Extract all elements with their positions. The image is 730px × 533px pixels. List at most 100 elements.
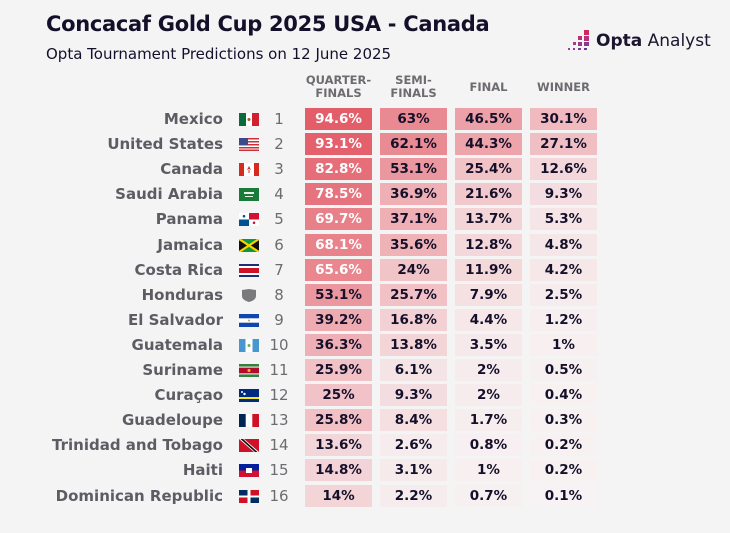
costa-rica-flag-icon — [239, 263, 259, 277]
opta-logo-icon — [568, 30, 589, 50]
team-rank: 10 — [269, 335, 289, 354]
suriname-flag-icon — [239, 364, 259, 377]
team-rank: 4 — [274, 185, 284, 204]
cell-final: 0.8% — [455, 434, 522, 457]
cell-quarter-finals: 39.2% — [305, 308, 372, 331]
cell-final: 12.8% — [455, 233, 522, 256]
guadeloupe-flag-icon — [239, 414, 259, 428]
column-header-line: FINALS — [315, 86, 362, 100]
cell-winner: 1.2% — [530, 308, 597, 331]
team-rank: 11 — [269, 361, 289, 379]
table-row: Dominican Republic 16 14% 2.2% 0.7% 0.1% — [0, 484, 730, 507]
column-header-line: SEMI- — [395, 73, 432, 87]
curacao-flag-icon — [239, 389, 259, 403]
team-name: Canada — [160, 160, 223, 179]
cell-winner: 0.1% — [530, 484, 597, 507]
cell-semi-finals: 6.1% — [380, 359, 447, 381]
cell-quarter-finals: 94.6% — [305, 108, 372, 130]
cell-winner: 0.3% — [530, 409, 597, 432]
cell-semi-finals: 63% — [380, 108, 447, 130]
cell-quarter-finals: 13.6% — [305, 434, 372, 457]
cell-winner: 9.3% — [530, 183, 597, 206]
team-rank: 2 — [274, 135, 284, 154]
logo-text-bold: Opta — [596, 31, 643, 51]
cell-quarter-finals: 14.8% — [305, 459, 372, 482]
cell-quarter-finals: 93.1% — [305, 133, 372, 156]
honduras-shield-icon — [242, 288, 256, 302]
cell-final: 0.7% — [455, 484, 522, 507]
el-salvador-flag-icon — [239, 313, 259, 327]
table-row: Panama 5 69.7% 37.1% 13.7% 5.3% — [0, 208, 730, 231]
cell-quarter-finals: 53.1% — [305, 283, 372, 306]
cell-winner: 0.2% — [530, 434, 597, 457]
cell-final: 7.9% — [455, 283, 522, 306]
guatemala-flag-icon — [239, 338, 259, 352]
column-header-line: FINALS — [390, 86, 437, 100]
team-name: Dominican Republic — [55, 486, 223, 505]
cell-final: 13.7% — [455, 208, 522, 231]
cell-winner: 30.1% — [530, 108, 597, 130]
cell-winner: 0.2% — [530, 459, 597, 482]
cell-winner: 27.1% — [530, 133, 597, 156]
column-header-semi-finals: SEMI- FINALS — [380, 74, 447, 100]
canada-flag-icon — [239, 163, 259, 177]
cell-final: 25.4% — [455, 158, 522, 181]
cell-winner: 4.8% — [530, 233, 597, 256]
table-row: Haiti 15 14.8% 3.1% 1% 0.2% — [0, 459, 730, 482]
table-row: Curaçao 12 25% 9.3% 2% 0.4% — [0, 384, 730, 407]
cell-quarter-finals: 14% — [305, 484, 372, 507]
team-name: El Salvador — [127, 310, 223, 329]
team-rank: 12 — [269, 386, 289, 405]
team-name: United States — [107, 135, 223, 154]
table-row: Canada 3 82.8% 53.1% 25.4% 12.6% — [0, 158, 730, 181]
table-row: Suriname 11 25.9% 6.1% 2% 0.5% — [0, 359, 730, 381]
opta-analyst-logo: Opta Analyst — [566, 30, 711, 52]
team-rank: 7 — [274, 260, 284, 279]
team-name: Suriname — [142, 361, 223, 379]
cell-semi-finals: 24% — [380, 258, 447, 281]
usa-flag-icon — [239, 138, 259, 152]
team-name: Costa Rica — [134, 260, 223, 279]
team-name: Guatemala — [131, 335, 223, 354]
cell-final: 11.9% — [455, 258, 522, 281]
cell-semi-finals: 2.6% — [380, 434, 447, 457]
logo-text-light: Analyst — [642, 31, 711, 51]
cell-semi-finals: 25.7% — [380, 283, 447, 306]
cell-final: 4.4% — [455, 308, 522, 331]
column-header-line: QUARTER- — [305, 73, 372, 87]
team-rank: 5 — [274, 210, 284, 229]
team-rank: 16 — [269, 486, 289, 505]
cell-quarter-finals: 78.5% — [305, 183, 372, 206]
cell-winner: 12.6% — [530, 158, 597, 181]
dominican-republic-flag-icon — [239, 489, 259, 503]
cell-quarter-finals: 82.8% — [305, 158, 372, 181]
cell-semi-finals: 2.2% — [380, 484, 447, 507]
table-row: Saudi Arabia 4 78.5% 36.9% 21.6% 9.3% — [0, 183, 730, 206]
cell-final: 1.7% — [455, 409, 522, 432]
cell-quarter-finals: 25% — [305, 384, 372, 407]
cell-final: 44.3% — [455, 133, 522, 156]
table-row: Costa Rica 7 65.6% 24% 11.9% 4.2% — [0, 258, 730, 281]
table-row: Guadeloupe 13 25.8% 8.4% 1.7% 0.3% — [0, 409, 730, 432]
cell-quarter-finals: 36.3% — [305, 333, 372, 356]
cell-semi-finals: 8.4% — [380, 409, 447, 432]
team-name: Curaçao — [154, 386, 223, 405]
jamaica-flag-icon — [239, 238, 259, 252]
table-row: Guatemala 10 36.3% 13.8% 3.5% 1% — [0, 333, 730, 356]
cell-final: 2% — [455, 384, 522, 407]
team-name: Panama — [155, 210, 223, 229]
table-row: United States 2 93.1% 62.1% 44.3% 27.1% — [0, 133, 730, 156]
team-rank: 15 — [269, 461, 289, 480]
chart-title: Concacaf Gold Cup 2025 USA - Canada — [46, 12, 490, 36]
chart-subtitle: Opta Tournament Predictions on 12 June 2… — [46, 45, 392, 63]
cell-semi-finals: 37.1% — [380, 208, 447, 231]
column-header-final: FINAL — [455, 81, 522, 94]
mexico-flag-icon — [239, 113, 259, 126]
panama-flag-icon — [239, 213, 259, 227]
column-header-winner: WINNER — [530, 81, 597, 94]
team-name: Jamaica — [157, 235, 223, 254]
saudi-arabia-flag-icon — [239, 188, 259, 202]
cell-semi-finals: 36.9% — [380, 183, 447, 206]
cell-winner: 0.4% — [530, 384, 597, 407]
cell-winner: 0.5% — [530, 359, 597, 381]
